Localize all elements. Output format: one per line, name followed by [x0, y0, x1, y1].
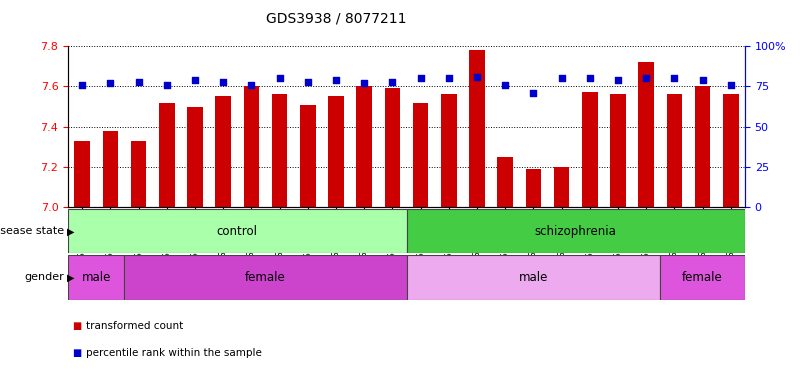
Point: [132, 78, 145, 84]
Bar: [384, 88, 400, 207]
Point: [301, 78, 314, 84]
Point: [668, 75, 681, 81]
Point: [583, 75, 596, 81]
Point: [273, 75, 286, 81]
Text: GDS3938 / 8077211: GDS3938 / 8077211: [266, 12, 407, 25]
Bar: [407, 209, 745, 253]
Text: ▶: ▶: [67, 226, 74, 237]
Bar: [328, 96, 344, 207]
Text: control: control: [217, 225, 258, 238]
Point: [76, 82, 89, 88]
Bar: [300, 104, 316, 207]
Bar: [159, 103, 175, 207]
Bar: [215, 96, 231, 207]
Point: [442, 75, 455, 81]
Bar: [525, 169, 541, 207]
Point: [358, 80, 371, 86]
Text: transformed count: transformed count: [86, 321, 183, 331]
Text: percentile rank within the sample: percentile rank within the sample: [86, 348, 262, 358]
Point: [724, 82, 737, 88]
Bar: [695, 86, 710, 207]
Bar: [103, 131, 118, 207]
Point: [612, 77, 625, 83]
Bar: [497, 157, 513, 207]
Bar: [187, 106, 203, 207]
Text: gender: gender: [24, 272, 64, 283]
Bar: [407, 255, 660, 300]
Text: ▶: ▶: [67, 272, 74, 283]
Point: [696, 77, 709, 83]
Point: [386, 78, 399, 84]
Bar: [356, 86, 372, 207]
Bar: [638, 62, 654, 207]
Bar: [610, 94, 626, 207]
Bar: [582, 93, 598, 207]
Text: female: female: [682, 271, 723, 284]
Text: male: male: [82, 271, 111, 284]
Bar: [68, 255, 124, 300]
Bar: [413, 103, 429, 207]
Bar: [723, 94, 739, 207]
Bar: [68, 209, 407, 253]
Bar: [244, 86, 260, 207]
Bar: [131, 141, 147, 207]
Point: [414, 75, 427, 81]
Point: [160, 82, 173, 88]
Text: male: male: [519, 271, 548, 284]
Bar: [660, 255, 745, 300]
Text: ■: ■: [72, 321, 82, 331]
Bar: [74, 141, 90, 207]
Bar: [666, 94, 682, 207]
Bar: [441, 94, 457, 207]
Bar: [469, 50, 485, 207]
Point: [104, 80, 117, 86]
Point: [329, 77, 342, 83]
Point: [188, 77, 201, 83]
Point: [217, 78, 230, 84]
Bar: [553, 167, 570, 207]
Point: [640, 75, 653, 81]
Bar: [124, 255, 407, 300]
Bar: [272, 94, 288, 207]
Text: female: female: [245, 271, 286, 284]
Point: [499, 82, 512, 88]
Text: schizophrenia: schizophrenia: [535, 225, 617, 238]
Point: [527, 90, 540, 96]
Point: [471, 74, 484, 80]
Text: ■: ■: [72, 348, 82, 358]
Point: [245, 82, 258, 88]
Point: [555, 75, 568, 81]
Text: disease state: disease state: [0, 226, 64, 237]
